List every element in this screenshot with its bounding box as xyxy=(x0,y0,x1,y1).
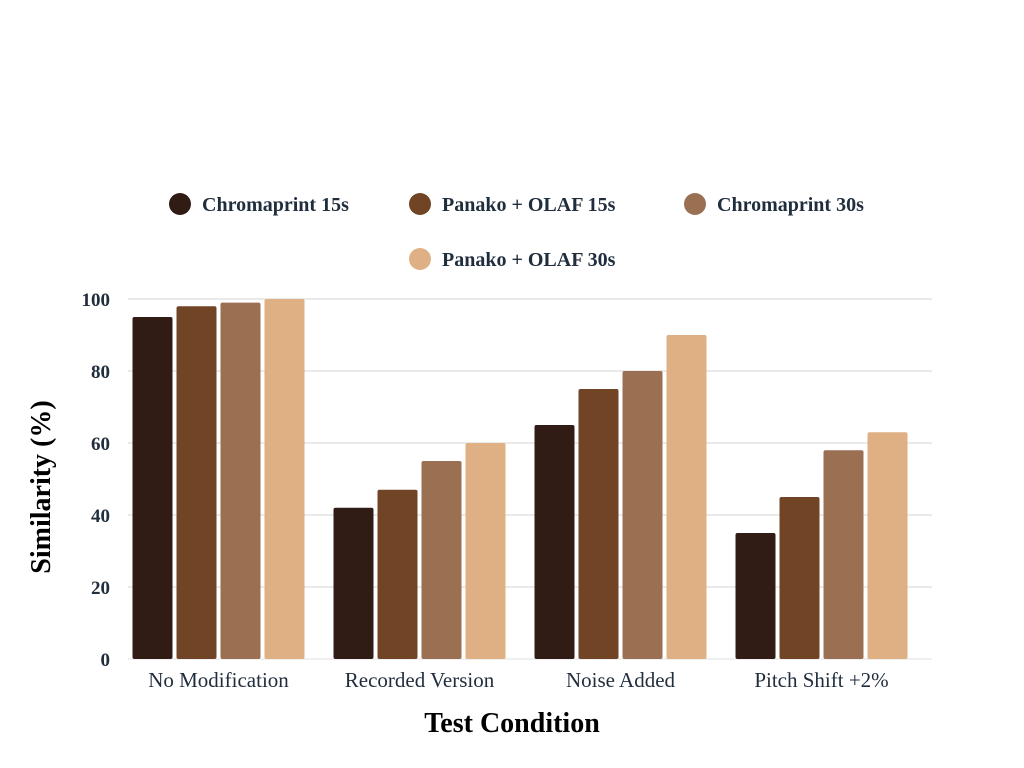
bar-recorded-version-series-3 xyxy=(465,443,506,659)
legend-item: Panako + OLAF 15s xyxy=(409,193,616,216)
y-tick-label: 100 xyxy=(82,290,111,311)
bar-pitch-shift-2--series-2 xyxy=(823,450,864,659)
legend-item: Chromaprint 15s xyxy=(169,193,349,216)
legend-label: Panako + OLAF 30s xyxy=(442,249,616,271)
y-tick-label: 80 xyxy=(91,362,110,383)
legend-swatch xyxy=(169,193,191,215)
x-tick-label: No Modification xyxy=(148,668,289,692)
legend-label: Chromaprint 15s xyxy=(202,194,349,216)
bar-noise-added-series-3 xyxy=(666,335,707,659)
x-tick-label: Noise Added xyxy=(566,668,676,692)
bar-recorded-version-series-0 xyxy=(333,507,374,659)
bar-pitch-shift-2--series-3 xyxy=(867,432,908,659)
legend-swatch xyxy=(684,193,706,215)
legend-swatch xyxy=(409,248,431,270)
x-axis-title: Test Condition xyxy=(424,708,600,739)
y-tick-label: 60 xyxy=(91,434,110,455)
bar-pitch-shift-2--series-0 xyxy=(735,533,776,659)
y-axis-title: Similarity (%) xyxy=(26,400,57,573)
bar-no-modification-series-3 xyxy=(264,299,305,659)
legend-item: Chromaprint 30s xyxy=(684,193,864,216)
legend: Chromaprint 15s Panako + OLAF 15s Chromapr… xyxy=(169,193,864,271)
y-tick-label: 0 xyxy=(101,650,111,671)
legend-label: Panako + OLAF 15s xyxy=(442,194,616,216)
legend-item: Panako + OLAF 30s xyxy=(409,248,616,271)
bar-recorded-version-series-1 xyxy=(377,489,418,659)
y-tick-label: 40 xyxy=(91,506,110,527)
x-tick-label: Recorded Version xyxy=(345,668,495,692)
legend-label: Chromaprint 30s xyxy=(717,194,864,216)
bar-no-modification-series-1 xyxy=(176,306,217,659)
bars xyxy=(132,299,908,659)
y-axis-ticks: 0 20 40 60 80 100 xyxy=(82,290,111,671)
bar-no-modification-series-2 xyxy=(220,302,261,659)
bar-noise-added-series-2 xyxy=(622,371,663,659)
bar-no-modification-series-0 xyxy=(132,317,173,659)
y-tick-label: 20 xyxy=(91,578,110,599)
x-axis-ticks: No Modification Recorded Version Noise Add… xyxy=(148,668,888,692)
x-tick-label: Pitch Shift +2% xyxy=(754,668,888,692)
bar-recorded-version-series-2 xyxy=(421,461,462,659)
bar-noise-added-series-1 xyxy=(578,389,619,659)
legend-swatch xyxy=(409,193,431,215)
bar-pitch-shift-2--series-1 xyxy=(779,497,820,659)
bar-noise-added-series-0 xyxy=(534,425,575,659)
